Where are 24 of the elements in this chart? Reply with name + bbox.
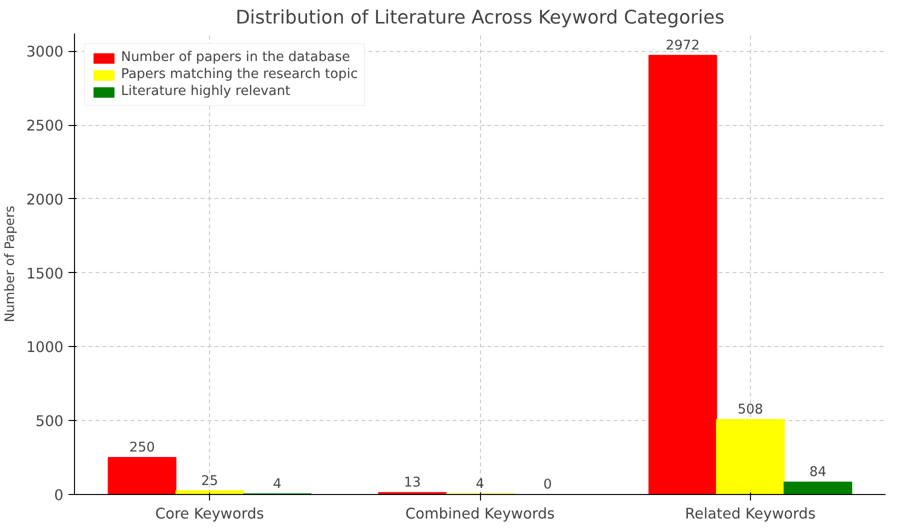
data-label: 84 (809, 465, 826, 480)
y-tick-label: 1500 (26, 265, 64, 282)
y-tick-label: 500 (36, 413, 64, 430)
data-label: 0 (543, 478, 552, 492)
y-tick-label: 3000 (26, 44, 64, 61)
chart-title: Distribution of Literature Across Keyword Categories (236, 8, 724, 28)
data-label: 13 (404, 476, 421, 491)
x-tick-label: Core Keywords (155, 506, 264, 522)
legend-label: Number of papers in the database (121, 50, 350, 65)
y-axis-title: Number of Papers (3, 205, 18, 322)
data-label: 250 (129, 440, 155, 456)
data-label: 4 (476, 476, 484, 492)
y-tick-label: 2500 (26, 118, 64, 135)
y-tick-label: 2000 (26, 191, 64, 208)
x-tick-label: Combined Keywords (405, 506, 555, 522)
y-tick-label: 1000 (26, 339, 64, 356)
x-tick-label: Related Keywords (685, 506, 816, 522)
legend-label: Papers matching the research topic (121, 67, 358, 82)
data-label: 508 (738, 402, 764, 418)
legend-label: Literature highly relevant (121, 84, 290, 99)
data-label: 2972 (666, 38, 700, 54)
data-label: 4 (273, 476, 282, 492)
data-label: 25 (201, 474, 218, 489)
y-tick-label: 0 (54, 487, 64, 504)
